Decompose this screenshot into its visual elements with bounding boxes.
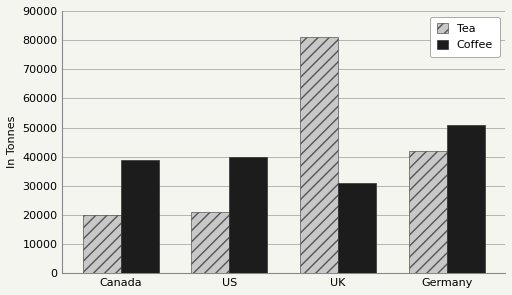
Bar: [338, 183, 376, 273]
Bar: [300, 37, 338, 273]
Bar: [409, 151, 447, 273]
Legend: Tea, Coffee: Tea, Coffee: [430, 17, 500, 57]
Y-axis label: In Tonnes: In Tonnes: [7, 116, 17, 168]
Bar: [121, 160, 159, 273]
Bar: [229, 157, 267, 273]
Bar: [447, 124, 485, 273]
Bar: [82, 215, 121, 273]
Bar: [191, 212, 229, 273]
